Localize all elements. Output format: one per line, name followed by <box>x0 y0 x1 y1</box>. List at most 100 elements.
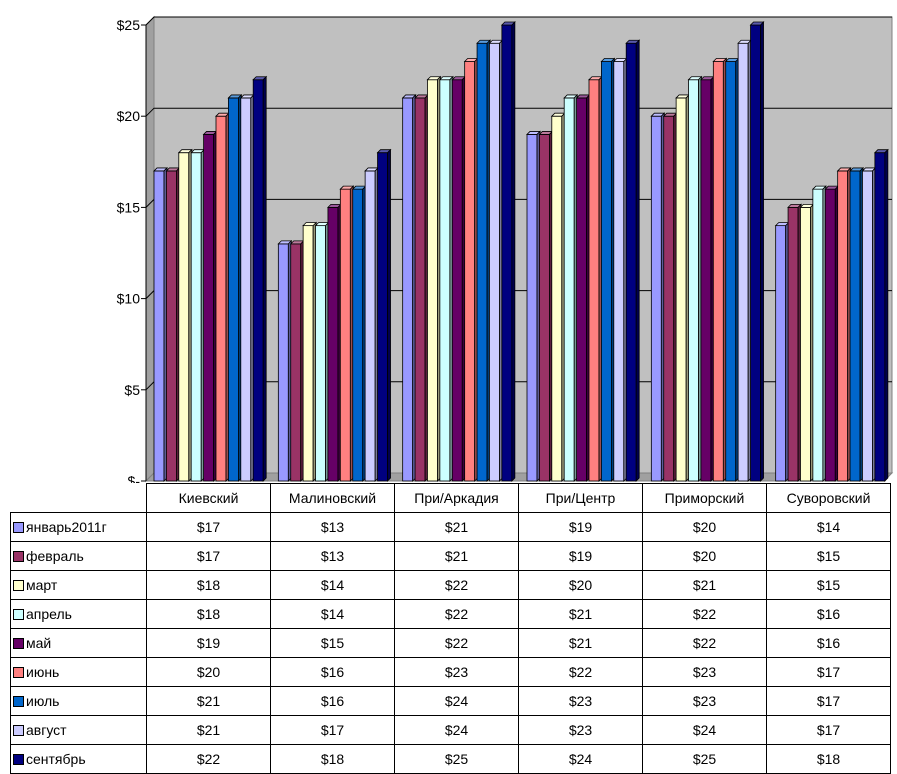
table-cell: $13 <box>270 512 395 542</box>
table-cell: $22 <box>518 657 643 687</box>
bar-front <box>501 24 513 482</box>
series-name: июнь <box>26 664 60 680</box>
table-cell: $16 <box>766 628 891 658</box>
bar <box>588 75 603 482</box>
bar <box>438 75 454 482</box>
bar-front <box>215 115 227 482</box>
table-cell: $22 <box>394 599 519 629</box>
bar-front <box>190 152 202 482</box>
bar <box>861 166 877 482</box>
bar-front <box>427 79 438 482</box>
bar <box>215 112 230 482</box>
series-legend-cell: апрель <box>10 599 147 629</box>
bar <box>426 75 442 482</box>
table-cell: $16 <box>270 686 395 716</box>
y-tick-label: $10 <box>117 291 141 307</box>
table-corner <box>11 484 147 513</box>
bar-side <box>760 21 764 482</box>
bar-side <box>635 39 640 482</box>
series-legend-cell: сентябрь <box>10 744 147 774</box>
table-cell: $17 <box>766 657 891 687</box>
bar-front <box>352 188 364 482</box>
bar <box>326 203 342 482</box>
bar-front <box>700 79 712 482</box>
bar <box>302 221 318 482</box>
category-label: Приморский <box>642 483 767 513</box>
table-cell: $22 <box>642 628 767 658</box>
bar-front <box>302 225 314 482</box>
y-tick-label: $- <box>128 473 141 483</box>
legend-swatch <box>13 522 24 533</box>
bar-front <box>252 79 264 482</box>
table-cell: $14 <box>270 570 395 600</box>
y-tick-label: $15 <box>117 199 141 215</box>
series-name: февраль <box>26 548 84 564</box>
table-cell: $14 <box>766 512 891 542</box>
bar-series <box>153 21 889 482</box>
bar-front <box>837 170 849 482</box>
legend-swatch <box>13 667 24 678</box>
bar <box>799 203 815 482</box>
bar <box>774 221 790 482</box>
table-cell: $23 <box>394 657 519 687</box>
bar <box>699 75 715 482</box>
bar <box>277 239 293 482</box>
bar-front <box>613 61 625 482</box>
bar <box>550 112 566 482</box>
table-cell: $23 <box>518 686 643 716</box>
bar <box>289 239 305 482</box>
series-legend-cell: март <box>10 570 147 600</box>
legend-swatch <box>13 551 24 562</box>
bar <box>476 39 492 482</box>
table-cell: $20 <box>146 657 271 687</box>
side-wall <box>145 15 155 483</box>
table-row: май $19 $15 $22 $21 $22 $16 <box>10 628 891 658</box>
bar-front <box>625 42 637 482</box>
bar <box>364 166 380 482</box>
legend-swatch <box>13 580 24 591</box>
bar-front <box>526 134 538 482</box>
table-row: январь2011г $17 $13 $21 $19 $20 $14 <box>10 512 891 542</box>
bar-front <box>464 61 476 482</box>
series-name: сентябрь <box>26 751 86 767</box>
table-cell: $22 <box>146 744 271 774</box>
bar <box>612 57 628 482</box>
bar <box>787 203 803 482</box>
bar-front <box>539 134 550 482</box>
bar-front <box>377 152 388 482</box>
bar-front <box>476 42 488 482</box>
bar <box>526 130 541 482</box>
series-name: март <box>26 577 58 593</box>
table-cell: $16 <box>766 599 891 629</box>
bar <box>314 221 330 482</box>
bar-front <box>153 170 165 482</box>
table-cell: $23 <box>642 686 767 716</box>
gridline <box>145 16 892 26</box>
table-row: апрель $18 $14 $22 $21 $22 $16 <box>10 599 891 629</box>
bar <box>563 93 579 482</box>
table-cell: $14 <box>270 599 395 629</box>
table-cell: $21 <box>642 570 767 600</box>
legend-swatch <box>13 638 24 649</box>
table-cell: $20 <box>642 541 767 571</box>
bar <box>451 75 467 482</box>
bar <box>500 21 516 482</box>
bar-side <box>511 21 516 482</box>
table-cell: $21 <box>518 599 643 629</box>
series-name: август <box>26 722 67 738</box>
bar-front <box>712 61 724 482</box>
bar-side <box>884 148 889 482</box>
bar <box>351 185 367 482</box>
bar <box>687 75 703 482</box>
bar-front <box>862 170 873 482</box>
bar-side <box>262 75 267 482</box>
bar-front <box>688 79 699 482</box>
series-legend-cell: август <box>10 715 147 745</box>
bar-front <box>178 152 190 482</box>
bar-front <box>339 188 351 482</box>
table-cell: $24 <box>518 744 643 774</box>
bar-front <box>787 206 799 482</box>
table-cell: $24 <box>394 686 519 716</box>
bar-front <box>737 42 749 482</box>
table-cell: $21 <box>146 715 271 745</box>
